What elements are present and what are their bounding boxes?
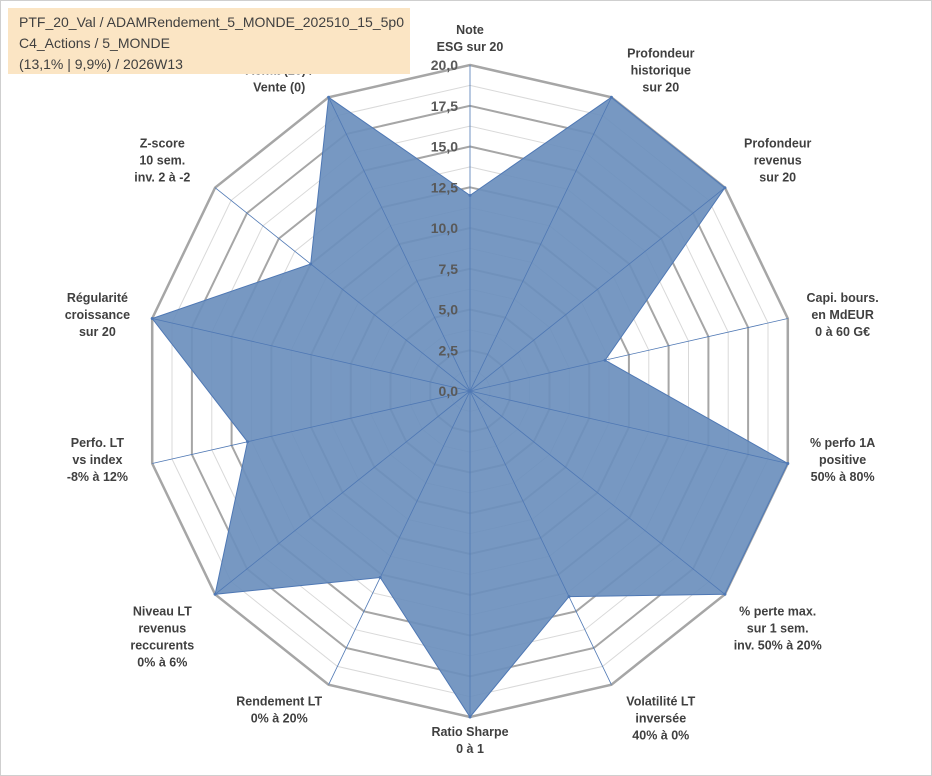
axis-spoke — [469, 97, 612, 392]
axis-spoke — [469, 390, 788, 464]
tick-label: 5,0 — [439, 302, 459, 318]
axis-spoke — [152, 318, 471, 392]
portfolio-info-box: PTF_20_Val / ADAMRendement_5_MONDE_20251… — [8, 8, 410, 74]
axis-spoke — [214, 390, 471, 595]
axis-spoke — [214, 187, 471, 392]
tick-label: 20,0 — [431, 57, 458, 73]
axis-label: Régularité croissance sur 20 — [65, 291, 130, 339]
performance-summary: (13,1% | 9,9%) / 2026W13 — [19, 56, 183, 72]
axis-label: Z-score 10 sem. inv. 2 à -2 — [134, 137, 190, 185]
axis-label: Note ESG sur 20 — [437, 23, 504, 54]
tick-label: 17,5 — [431, 98, 458, 114]
portfolio-name: PTF_20_Val / ADAMRendement_5_MONDE_20251… — [19, 14, 404, 30]
axis-label: Ratio Sharpe 0 à 1 — [431, 725, 508, 756]
axis-spoke — [152, 390, 471, 464]
tick-label: 10,0 — [431, 220, 458, 236]
axis-label: Rendement LT 0% à 20% — [236, 695, 322, 726]
axis-spoke — [328, 97, 471, 392]
radar-spokes — [152, 65, 788, 717]
asset-class: C4_Actions / 5_MONDE — [19, 35, 170, 51]
axis-label: % perte max. sur 1 sem. inv. 50% à 20% — [734, 604, 822, 652]
axis-label: Profondeur revenus sur 20 — [744, 137, 811, 185]
axis-label: Volatilité LT inversée 40% à 0% — [626, 695, 695, 743]
tick-label: 0,0 — [439, 383, 459, 399]
axis-spoke — [469, 390, 612, 685]
tick-label: 2,5 — [439, 342, 459, 358]
axis-label: Perfo. LT vs index -8% à 12% — [67, 436, 128, 484]
radial-tick-labels: 0,0 2,5 5,0 7,5 10,0 12,5 15,0 17,5 20,0 — [431, 57, 458, 399]
axis-label: Niveau LT revenus reccurents 0% à 6% — [130, 604, 194, 669]
axis-spoke — [469, 318, 788, 392]
tick-label: 7,5 — [439, 261, 459, 277]
tick-label: 15,0 — [431, 139, 458, 155]
axis-label: Capi. bours. en MdEUR 0 à 60 G€ — [806, 291, 878, 339]
tick-label: 12,5 — [431, 179, 458, 195]
axis-label: Profondeur historique sur 20 — [627, 46, 694, 94]
axis-label: % perfo 1A positive 50% à 80% — [810, 436, 875, 484]
axis-spoke — [469, 187, 726, 392]
axis-spoke — [328, 390, 471, 685]
axis-spoke — [469, 390, 726, 595]
